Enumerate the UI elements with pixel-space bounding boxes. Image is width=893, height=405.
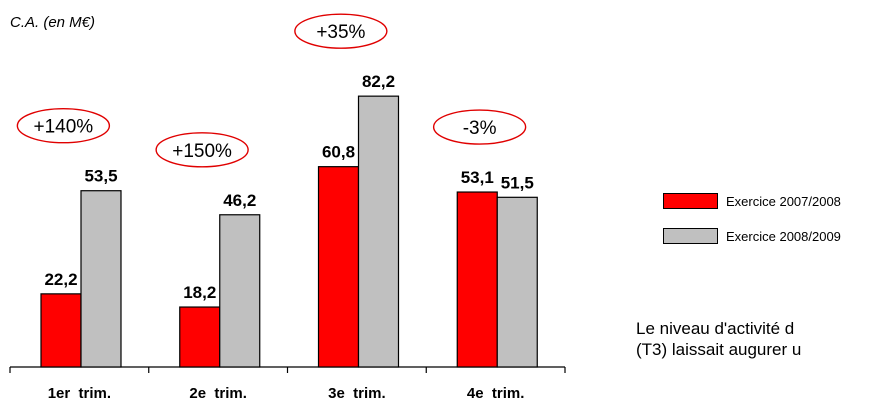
value-label: 22,2 [44,270,77,289]
bar-1-3 [317,166,360,368]
commentary-line-2: (T3) laissait augurer u [636,340,802,359]
bar-2-4 [496,196,538,368]
legend-label-2008-2009: Exercice 2008/2009 [726,228,841,244]
category-label: 1er trim. [48,385,111,402]
bar-1-1 [40,293,82,368]
growth-label: +35% [316,22,365,43]
value-label: 53,5 [84,167,117,186]
legend-item-2007-2008: Exercice 2007/2008 [663,191,841,211]
growth-label: -3% [463,118,497,139]
category-label: 3e trim. [328,385,386,402]
bar-1-2 [179,306,221,368]
growth-ellipse [16,108,111,144]
growth-ellipse [432,109,527,145]
value-label: 51,5 [501,173,534,192]
bar-2-3 [357,95,400,368]
growth-ellipse [155,132,249,168]
growth-label: +150% [172,141,232,162]
value-label: 46,2 [223,191,256,210]
value-label: 18,2 [183,283,216,302]
unit-label: C.A. (en M€) [10,14,96,31]
growth-ellipse [294,13,388,49]
category-label: 2e trim. [189,385,247,402]
legend-item-2008-2009: Exercice 2008/2009 [663,226,841,246]
growth-label: +140% [34,117,94,138]
legend-label-2007-2008: Exercice 2007/2008 [726,193,841,209]
value-label: 53,1 [461,168,494,187]
commentary-line-1: Le niveau d'activité d [636,319,795,338]
value-label: 82,2 [362,72,395,91]
category-label: 4e trim. [467,385,525,402]
commentary-text: Le niveau d'activité d (T3) laissait aug… [636,318,893,360]
bar-2-1 [80,190,122,368]
legend-swatch-2007-2008 [663,193,718,209]
legend-swatch-2008-2009 [663,228,718,244]
bar-1-4 [456,191,498,368]
value-label: 60,8 [322,143,355,162]
bar-2-2 [219,214,261,368]
